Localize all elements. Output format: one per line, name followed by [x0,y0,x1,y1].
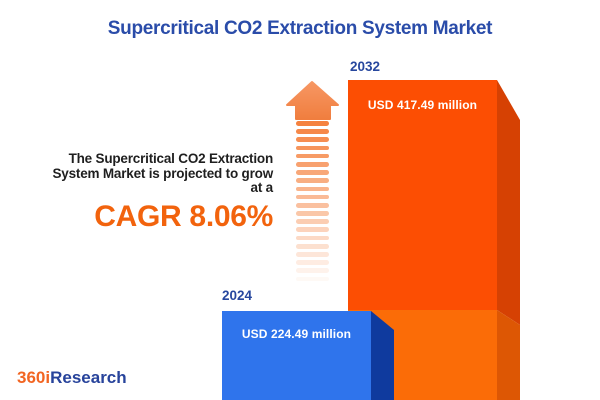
page-title: Supercritical CO2 Extraction System Mark… [107,18,493,39]
logo-research-text: Research [50,368,127,387]
logo-360iresearch: 360iResearch [17,369,127,386]
description-line-2: System Market is projected to grow [52,165,273,181]
bar-label-2032: 2032 [350,59,381,74]
bar-2032-front-face [348,80,497,310]
bar-label-2024: 2024 [222,288,253,303]
bar-value-2024: USD 224.49 million [241,327,352,341]
bar-2024-front-face [222,311,371,400]
logo-360i-text: 360i [17,368,51,387]
growth-arrow-tail [296,121,329,285]
description-line-1: The Supercritical CO2 Extraction [68,151,274,166]
growth-arrow-icon [286,81,339,120]
description-text: The Supercritical CO2 Extraction System … [0,151,274,196]
base-block-side-face [497,310,520,400]
bar-value-2032: USD 417.49 million [367,98,478,112]
cagr-value: CAGR 8.06% [94,200,273,233]
bar-2024-side-face [371,311,394,400]
bar-2032-side-face [497,80,520,325]
description-line-3: at a [250,180,274,196]
